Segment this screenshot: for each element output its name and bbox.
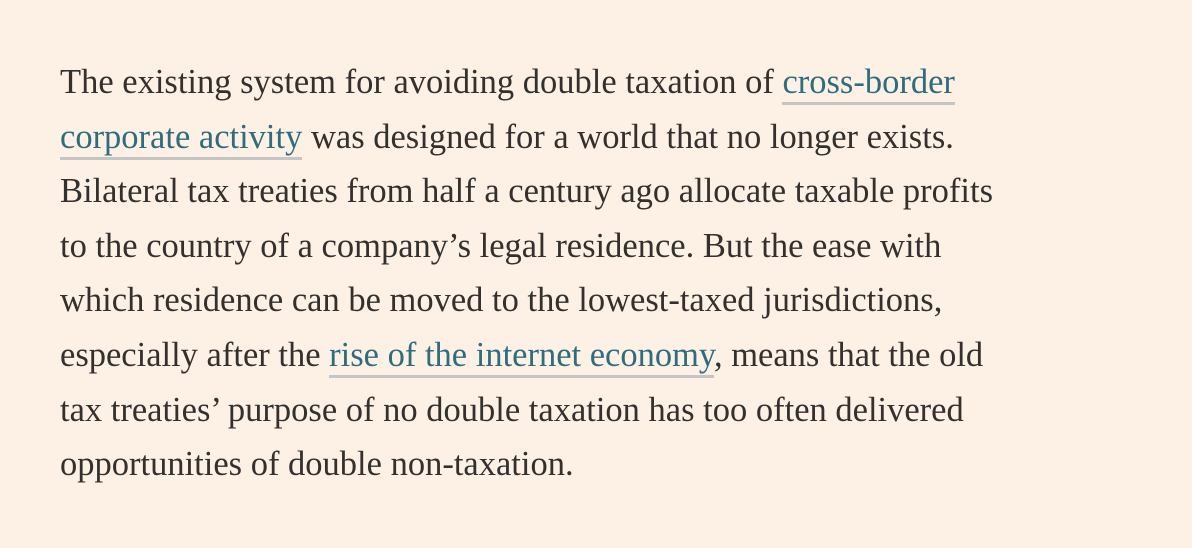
paragraph-line: The existing system for avoiding double … — [60, 63, 955, 105]
paragraph-text: to the country of a company’s legal resi… — [60, 226, 942, 265]
paragraph-line: corporate activity was designed for a wo… — [60, 117, 954, 160]
paragraph-line: opportunities of double non-taxation. — [60, 445, 574, 483]
paragraph-line: especially after the rise of the interne… — [60, 335, 984, 378]
paragraph-text: was designed for a world that no longer … — [302, 117, 954, 156]
paragraph-line: which residence can be moved to the lowe… — [60, 281, 942, 319]
paragraph-text: which residence can be moved to the lowe… — [60, 281, 943, 320]
inline-link[interactable]: rise of the internet economy — [329, 335, 714, 378]
paragraph-line: Bilateral tax treaties from half a centu… — [60, 172, 993, 210]
paragraph-text: opportunities of double non-taxation. — [60, 445, 574, 484]
inline-link[interactable]: cross-border — [782, 63, 955, 105]
article-paragraph: The existing system for avoiding double … — [60, 55, 1170, 492]
article-body: The existing system for avoiding double … — [60, 55, 1170, 492]
paragraph-line: to the country of a company’s legal resi… — [60, 227, 941, 265]
paragraph-text: especially after the — [60, 335, 330, 374]
paragraph-text: tax treaties’ purpose of no double taxat… — [60, 390, 964, 429]
paragraph-text: , means that the old — [713, 335, 984, 374]
paragraph-text: Bilateral tax treaties from half a centu… — [60, 172, 993, 211]
inline-link[interactable]: corporate activity — [60, 117, 303, 160]
paragraph-line: tax treaties’ purpose of no double taxat… — [60, 391, 964, 429]
paragraph-text: The existing system for avoiding double … — [60, 63, 783, 101]
